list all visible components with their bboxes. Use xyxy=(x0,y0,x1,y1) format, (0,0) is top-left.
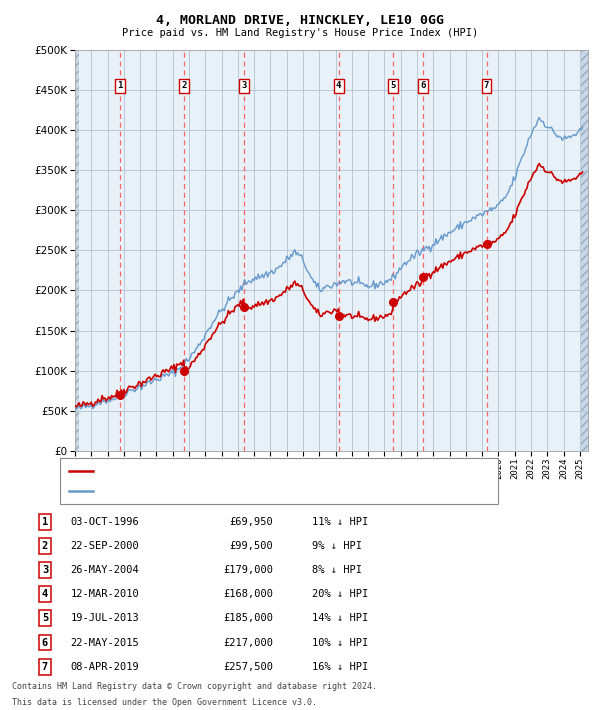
Text: £257,500: £257,500 xyxy=(223,662,273,672)
Text: 11% ↓ HPI: 11% ↓ HPI xyxy=(312,517,368,527)
Text: 3: 3 xyxy=(42,565,48,575)
Bar xyxy=(75,50,79,451)
Text: 1: 1 xyxy=(42,517,48,527)
Text: 1: 1 xyxy=(117,82,122,90)
Text: £179,000: £179,000 xyxy=(223,565,273,575)
Text: 12-MAR-2010: 12-MAR-2010 xyxy=(71,589,139,599)
Text: 20% ↓ HPI: 20% ↓ HPI xyxy=(312,589,368,599)
Text: £99,500: £99,500 xyxy=(229,541,273,551)
Text: 2: 2 xyxy=(42,541,48,551)
Text: £168,000: £168,000 xyxy=(223,589,273,599)
Text: 7: 7 xyxy=(484,82,489,90)
Text: 08-APR-2019: 08-APR-2019 xyxy=(71,662,139,672)
Text: 5: 5 xyxy=(42,613,48,623)
Text: 6: 6 xyxy=(42,638,48,648)
Text: 4: 4 xyxy=(336,82,341,90)
Text: 03-OCT-1996: 03-OCT-1996 xyxy=(71,517,139,527)
Text: 16% ↓ HPI: 16% ↓ HPI xyxy=(312,662,368,672)
Text: 8% ↓ HPI: 8% ↓ HPI xyxy=(312,565,362,575)
Text: This data is licensed under the Open Government Licence v3.0.: This data is licensed under the Open Gov… xyxy=(12,698,317,707)
Text: 3: 3 xyxy=(242,82,247,90)
Text: 9% ↓ HPI: 9% ↓ HPI xyxy=(312,541,362,551)
Text: 10% ↓ HPI: 10% ↓ HPI xyxy=(312,638,368,648)
Text: 2: 2 xyxy=(182,82,187,90)
Text: 22-SEP-2000: 22-SEP-2000 xyxy=(71,541,139,551)
Text: 19-JUL-2013: 19-JUL-2013 xyxy=(71,613,139,623)
Text: 4: 4 xyxy=(42,589,48,599)
Text: HPI: Average price, detached house, Hinckley and Bosworth: HPI: Average price, detached house, Hinc… xyxy=(97,486,425,496)
Text: £69,950: £69,950 xyxy=(229,517,273,527)
Text: 14% ↓ HPI: 14% ↓ HPI xyxy=(312,613,368,623)
Text: 4, MORLAND DRIVE, HINCKLEY, LE10 0GG: 4, MORLAND DRIVE, HINCKLEY, LE10 0GG xyxy=(156,14,444,27)
Text: Contains HM Land Registry data © Crown copyright and database right 2024.: Contains HM Land Registry data © Crown c… xyxy=(12,682,377,692)
Text: £185,000: £185,000 xyxy=(223,613,273,623)
Text: 22-MAY-2015: 22-MAY-2015 xyxy=(71,638,139,648)
Bar xyxy=(581,50,590,451)
Text: 6: 6 xyxy=(421,82,426,90)
Text: 7: 7 xyxy=(42,662,48,672)
Text: Price paid vs. HM Land Registry's House Price Index (HPI): Price paid vs. HM Land Registry's House … xyxy=(122,28,478,38)
Text: £217,000: £217,000 xyxy=(223,638,273,648)
Text: 26-MAY-2004: 26-MAY-2004 xyxy=(71,565,139,575)
Text: 4, MORLAND DRIVE, HINCKLEY, LE10 0GG (detached house): 4, MORLAND DRIVE, HINCKLEY, LE10 0GG (de… xyxy=(97,466,402,476)
Text: 5: 5 xyxy=(391,82,396,90)
